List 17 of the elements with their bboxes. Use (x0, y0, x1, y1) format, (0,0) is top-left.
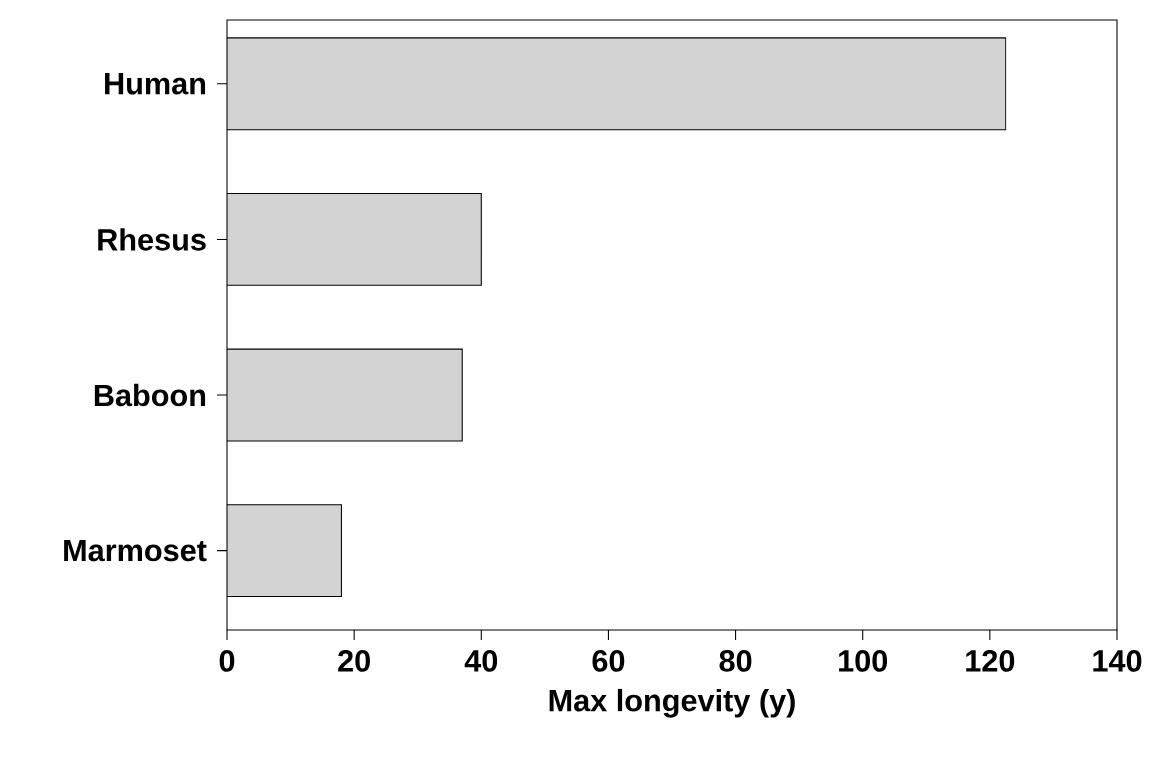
y-tick-label: Human (105, 73, 206, 95)
x-tick-label: 120 (966, 650, 1015, 672)
y-tick-label: Marmoset (64, 539, 207, 562)
x-tick-label: 20 (338, 650, 370, 672)
x-axis-title: Max longevity (y) (549, 688, 795, 718)
x-tick-label: 80 (719, 650, 752, 672)
x-tick-label: 40 (464, 650, 498, 672)
bar (227, 348, 463, 442)
x-tick-label: 140 (1093, 650, 1142, 672)
bar (227, 192, 482, 286)
y-tick-label: Rhesus (98, 228, 206, 251)
x-tick-label: 60 (592, 650, 625, 672)
y-tick-label: Baboon (94, 383, 206, 407)
bar (227, 37, 1007, 131)
x-tick-label: 100 (839, 650, 888, 672)
x-tick-label: 0 (219, 650, 235, 672)
bar (227, 504, 342, 598)
